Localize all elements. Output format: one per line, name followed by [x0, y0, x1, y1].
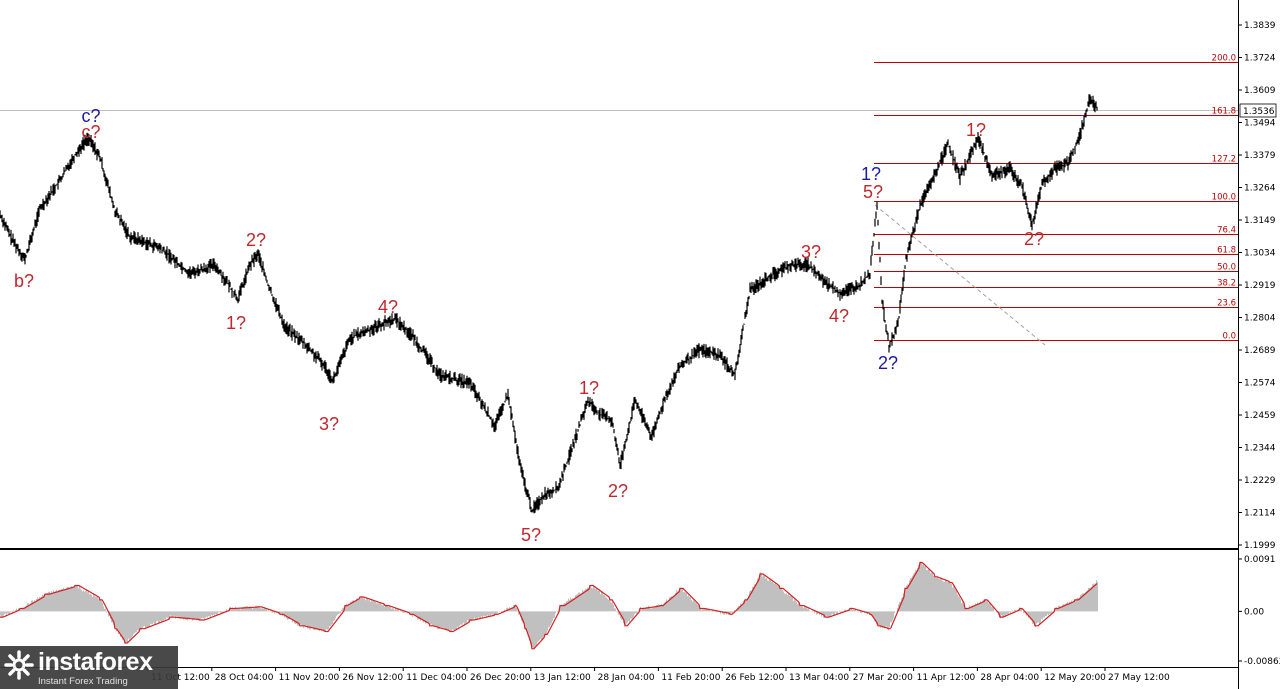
fib-level-label: 200.0 [1212, 54, 1236, 64]
oscillator-chart[interactable]: 0.0091 0.00 -0.00862 11 Oct 12:00 28 Oct 04… [0, 549, 1280, 689]
fib-trendline [874, 204, 1046, 346]
wave-label: 5? [863, 182, 883, 202]
oscillator-axis: 0.0091 0.00 -0.00862 [1238, 555, 1280, 667]
time-tick-label: 13 Mar 04:00 [789, 673, 849, 683]
wave-label: 2? [878, 353, 898, 373]
price-tick-label: 1.2344 [1244, 444, 1276, 454]
wave-label: 4? [378, 297, 398, 317]
price-tick-label: 1.3839 [1244, 21, 1276, 31]
wave-label: 5? [521, 525, 541, 545]
fib-level-label: 23.6 [1217, 299, 1236, 309]
oscillator-tick-label: 0.0091 [1244, 555, 1276, 565]
wave-label: 2? [608, 481, 628, 501]
oscillator-signal-line [0, 561, 1098, 650]
price-tick-label: 1.2574 [1244, 379, 1276, 389]
price-tick-label: 1.3609 [1244, 86, 1276, 96]
logo-icon [4, 650, 34, 680]
wave-label: 2? [1024, 229, 1044, 249]
price-tick-label: 1.2229 [1244, 476, 1276, 486]
time-tick-label: 11 Nov 20:00 [279, 673, 340, 683]
price-chart[interactable]: 200.0 161.8 127.2 100.0 76.4 61.8 50.0 38.2 23.6… [0, 0, 1280, 549]
fib-level-label: 100.0 [1212, 193, 1236, 203]
time-tick-label: 11 Feb 20:00 [661, 673, 720, 683]
wave-label: 3? [801, 242, 821, 262]
time-tick-label: 28 Jan 04:00 [598, 673, 655, 683]
fib-level-label: 127.2 [1212, 155, 1236, 165]
wave-label: c? [81, 106, 100, 126]
price-tick-label: 1.2689 [1244, 346, 1276, 356]
fib-level-label: 0.0 [1222, 332, 1236, 342]
wave-label: b? [14, 271, 34, 291]
price-tick-label: 1.3494 [1244, 119, 1276, 129]
wave-labels: c?c?b?2?1?4?3?5?1?2?3?4?1?5?2?1?2? [14, 106, 1044, 545]
price-series [0, 94, 1098, 514]
time-tick-label: 11 Oct 12:00 [151, 673, 210, 683]
fib-level-label: 50.0 [1217, 263, 1236, 273]
price-tick-label: 1.3149 [1244, 216, 1276, 226]
time-tick-label: 12 May 20:00 [1044, 673, 1106, 683]
price-tick-label: 1.2804 [1244, 314, 1276, 324]
wave-label: 1? [861, 164, 881, 184]
price-tick-label: 1.2919 [1244, 281, 1276, 291]
time-tick-label: 11 Dec 04:00 [406, 673, 467, 683]
oscillator-tick-label: 0.00 [1244, 607, 1264, 617]
wave-label: c? [81, 122, 100, 142]
fib-level-label: 161.8 [1212, 107, 1236, 117]
time-tick-label: 28 Apr 04:00 [980, 673, 1039, 683]
price-tick-label: 1.3034 [1244, 249, 1276, 259]
wave-label: 3? [319, 414, 339, 434]
time-tick-label: 13 Jan 12:00 [534, 673, 591, 683]
instaforex-logo: instaforex Instant Forex Trading [0, 646, 178, 689]
time-tick-label: 26 Feb 12:00 [725, 673, 784, 683]
time-tick-label: 28 Oct 04:00 [215, 673, 274, 683]
logo-tagline: Instant Forex Trading [38, 676, 128, 687]
fib-level-label: 76.4 [1217, 226, 1236, 236]
fib-level-label: 38.2 [1217, 279, 1236, 289]
time-tick-label: 26 Nov 12:00 [342, 673, 403, 683]
price-tick-label: 1.3724 [1244, 54, 1276, 64]
wave-label: 1? [579, 378, 599, 398]
wave-label: 1? [966, 120, 986, 140]
time-tick-label: 26 Dec 20:00 [470, 673, 531, 683]
current-price-value: 1.3536 [1243, 107, 1275, 117]
oscillator-tick-label: -0.00862 [1244, 657, 1280, 667]
logo-brand: instaforex [38, 648, 153, 676]
price-tick-label: 1.2459 [1244, 411, 1276, 421]
wave-label: 2? [246, 230, 266, 250]
wave-label: 1? [226, 313, 246, 333]
price-tick-label: 1.3264 [1244, 184, 1276, 194]
time-axis: 11 Oct 12:00 28 Oct 04:00 11 Nov 20:00 26 N… [147, 667, 1170, 683]
time-tick-label: 27 Mar 20:00 [853, 673, 913, 683]
time-tick-label: 11 Apr 12:00 [917, 673, 976, 683]
price-axis: 1.3839 1.3724 1.3609 1.3494 1.3379 1.3264 1.31… [1238, 21, 1276, 549]
wave-label: 4? [829, 306, 849, 326]
time-tick-label: 27 May 12:00 [1108, 673, 1170, 683]
price-tick-label: 1.2114 [1244, 509, 1276, 519]
fib-level-label: 61.8 [1217, 246, 1236, 256]
price-tick-label: 1.1999 [1244, 541, 1276, 549]
current-price-tag [1239, 103, 1277, 118]
price-tick-label: 1.3379 [1244, 151, 1276, 161]
